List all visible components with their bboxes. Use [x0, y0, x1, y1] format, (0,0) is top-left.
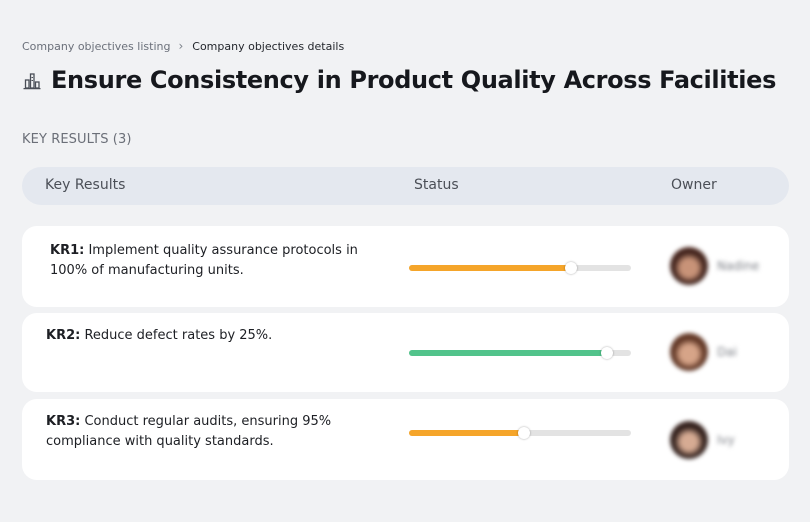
progress-fill [409, 350, 607, 356]
owner-name[interactable]: Dai [717, 345, 737, 359]
table-header: Key Results Status Owner [22, 167, 789, 205]
column-header-owner: Owner [671, 177, 717, 193]
key-result-id: KR3: [46, 414, 81, 429]
key-result-text: Reduce defect rates by 25%. [80, 328, 273, 343]
key-result-row[interactable]: KR2: Reduce defect rates by 25%. Dai [22, 313, 789, 392]
key-result-description: KR3: Conduct regular audits, ensuring 95… [46, 412, 356, 452]
progress-slider-handle[interactable] [565, 262, 578, 274]
breadcrumb-link-listing[interactable]: Company objectives listing [22, 39, 171, 53]
building-chart-icon [23, 73, 41, 90]
progress-fill [409, 265, 572, 271]
key-results-heading: KEY RESULTS (3) [22, 132, 132, 147]
breadcrumb: Company objectives listing › Company obj… [22, 39, 344, 53]
key-result-row[interactable]: KR3: Conduct regular audits, ensuring 95… [22, 399, 789, 480]
progress-bar [409, 347, 631, 359]
owner-name[interactable]: Nadine [717, 259, 760, 273]
key-result-description: KR2: Reduce defect rates by 25%. [46, 326, 356, 346]
key-result-description: KR1: Implement quality assurance protoco… [50, 241, 360, 281]
progress-slider-handle[interactable] [600, 347, 613, 359]
owner: Nadine [670, 247, 759, 285]
owner-name[interactable]: Ivy [717, 433, 735, 447]
column-header-status: Status [414, 177, 459, 193]
page-title: Ensure Consistency in Product Quality Ac… [51, 66, 777, 94]
key-result-id: KR1: [50, 243, 85, 258]
progress-bar [409, 262, 631, 274]
key-result-text: Implement quality assurance protocols in… [50, 243, 358, 278]
person-avatar-icon[interactable] [670, 421, 708, 459]
key-result-id: KR2: [46, 328, 81, 343]
key-result-row[interactable]: KR1: Implement quality assurance protoco… [22, 226, 789, 307]
chevron-right-icon: › [178, 39, 184, 53]
owner: Ivy [670, 421, 735, 459]
owner: Dai [670, 333, 737, 371]
progress-bar [409, 427, 631, 439]
key-result-text: Conduct regular audits, ensuring 95% com… [46, 414, 332, 449]
progress-fill [409, 430, 525, 436]
column-header-key-results: Key Results [45, 177, 126, 193]
progress-slider-handle[interactable] [518, 427, 531, 439]
person-avatar-icon[interactable] [670, 247, 708, 285]
breadcrumb-current: Company objectives details [192, 39, 345, 53]
title-row: Ensure Consistency in Product Quality Ac… [22, 66, 776, 94]
person-avatar-icon[interactable] [670, 333, 708, 371]
